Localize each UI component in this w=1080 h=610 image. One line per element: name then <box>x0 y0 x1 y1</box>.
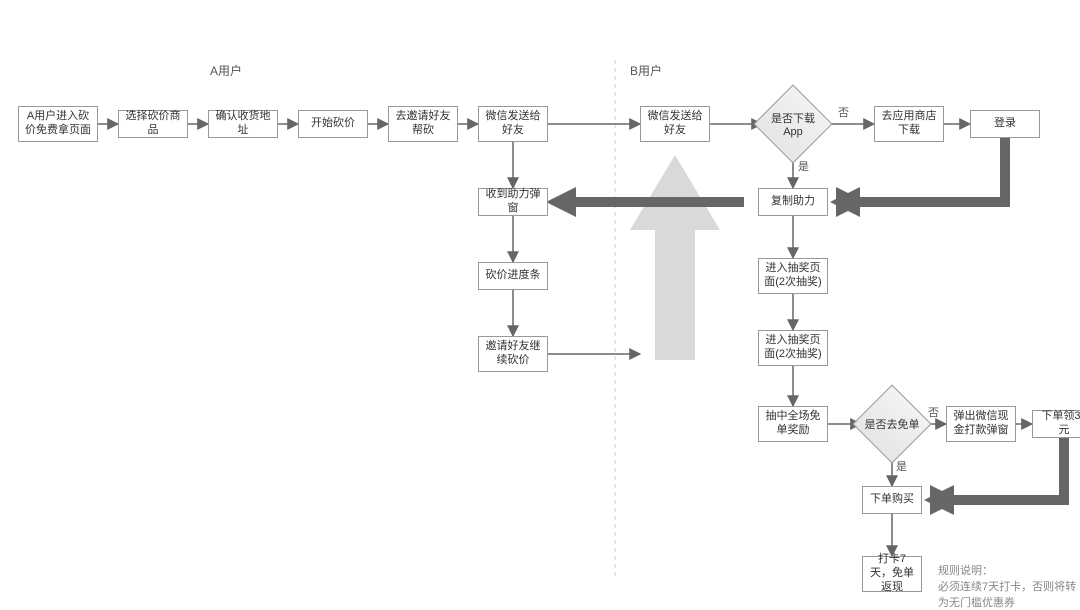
watermark-arrow-icon <box>630 155 720 360</box>
flow-node-b3: 去应用商店下载 <box>874 106 944 142</box>
decision-d1: 是否下载App <box>765 96 821 152</box>
flow-node-n7: 收到助力弹窗 <box>478 188 548 216</box>
edge-label-d1-no: 否 <box>838 104 849 120</box>
flow-node-b1: 微信发送给好友 <box>640 106 710 142</box>
decision-d2: 是否去免单 <box>864 396 920 452</box>
flow-node-b10: 弹出微信现金打款弹窗 <box>946 406 1016 442</box>
flow-node-n3: 确认收货地址 <box>208 110 278 138</box>
flow-node-b6: 进入抽奖页面(2次抽奖) <box>758 258 828 294</box>
flow-node-n6: 微信发送给好友 <box>478 106 548 142</box>
edge-label-d2-no: 否 <box>928 404 939 420</box>
flow-node-b13: 打卡7天，免单返现 <box>862 556 922 592</box>
rules-note-body: 必须连续7天打卡，否则将转为无门槛优惠券 <box>938 578 1080 610</box>
flow-node-b4: 登录 <box>970 110 1040 138</box>
rules-note-title: 规则说明： <box>938 562 993 578</box>
flow-node-b11: 下单领30元 <box>1032 410 1080 438</box>
flow-node-n1: A用户进入砍价免费拿页面 <box>18 106 98 142</box>
flow-node-n9: 邀请好友继续砍价 <box>478 336 548 372</box>
section-b-label: B用户 <box>630 62 662 79</box>
flow-node-n5: 去邀请好友帮砍 <box>388 106 458 142</box>
flow-node-n8: 砍价进度条 <box>478 262 548 290</box>
flow-node-n2: 选择砍价商品 <box>118 110 188 138</box>
connectors-layer <box>0 0 1080 607</box>
flow-node-b5: 复制助力 <box>758 188 828 216</box>
flowchart-canvas: A用户 B用户 A用户进入砍价免费拿页面选择砍价商品确认收货地址开始砍价去邀请好… <box>0 0 1080 607</box>
edge-label-d2-yes: 是 <box>896 458 907 474</box>
flow-node-n4: 开始砍价 <box>298 110 368 138</box>
section-a-label: A用户 <box>210 62 242 79</box>
edge-label-d1-yes: 是 <box>798 158 809 174</box>
flow-node-b8: 抽中全场免单奖励 <box>758 406 828 442</box>
flow-node-b12: 下单购买 <box>862 486 922 514</box>
flow-node-b7: 进入抽奖页面(2次抽奖) <box>758 330 828 366</box>
